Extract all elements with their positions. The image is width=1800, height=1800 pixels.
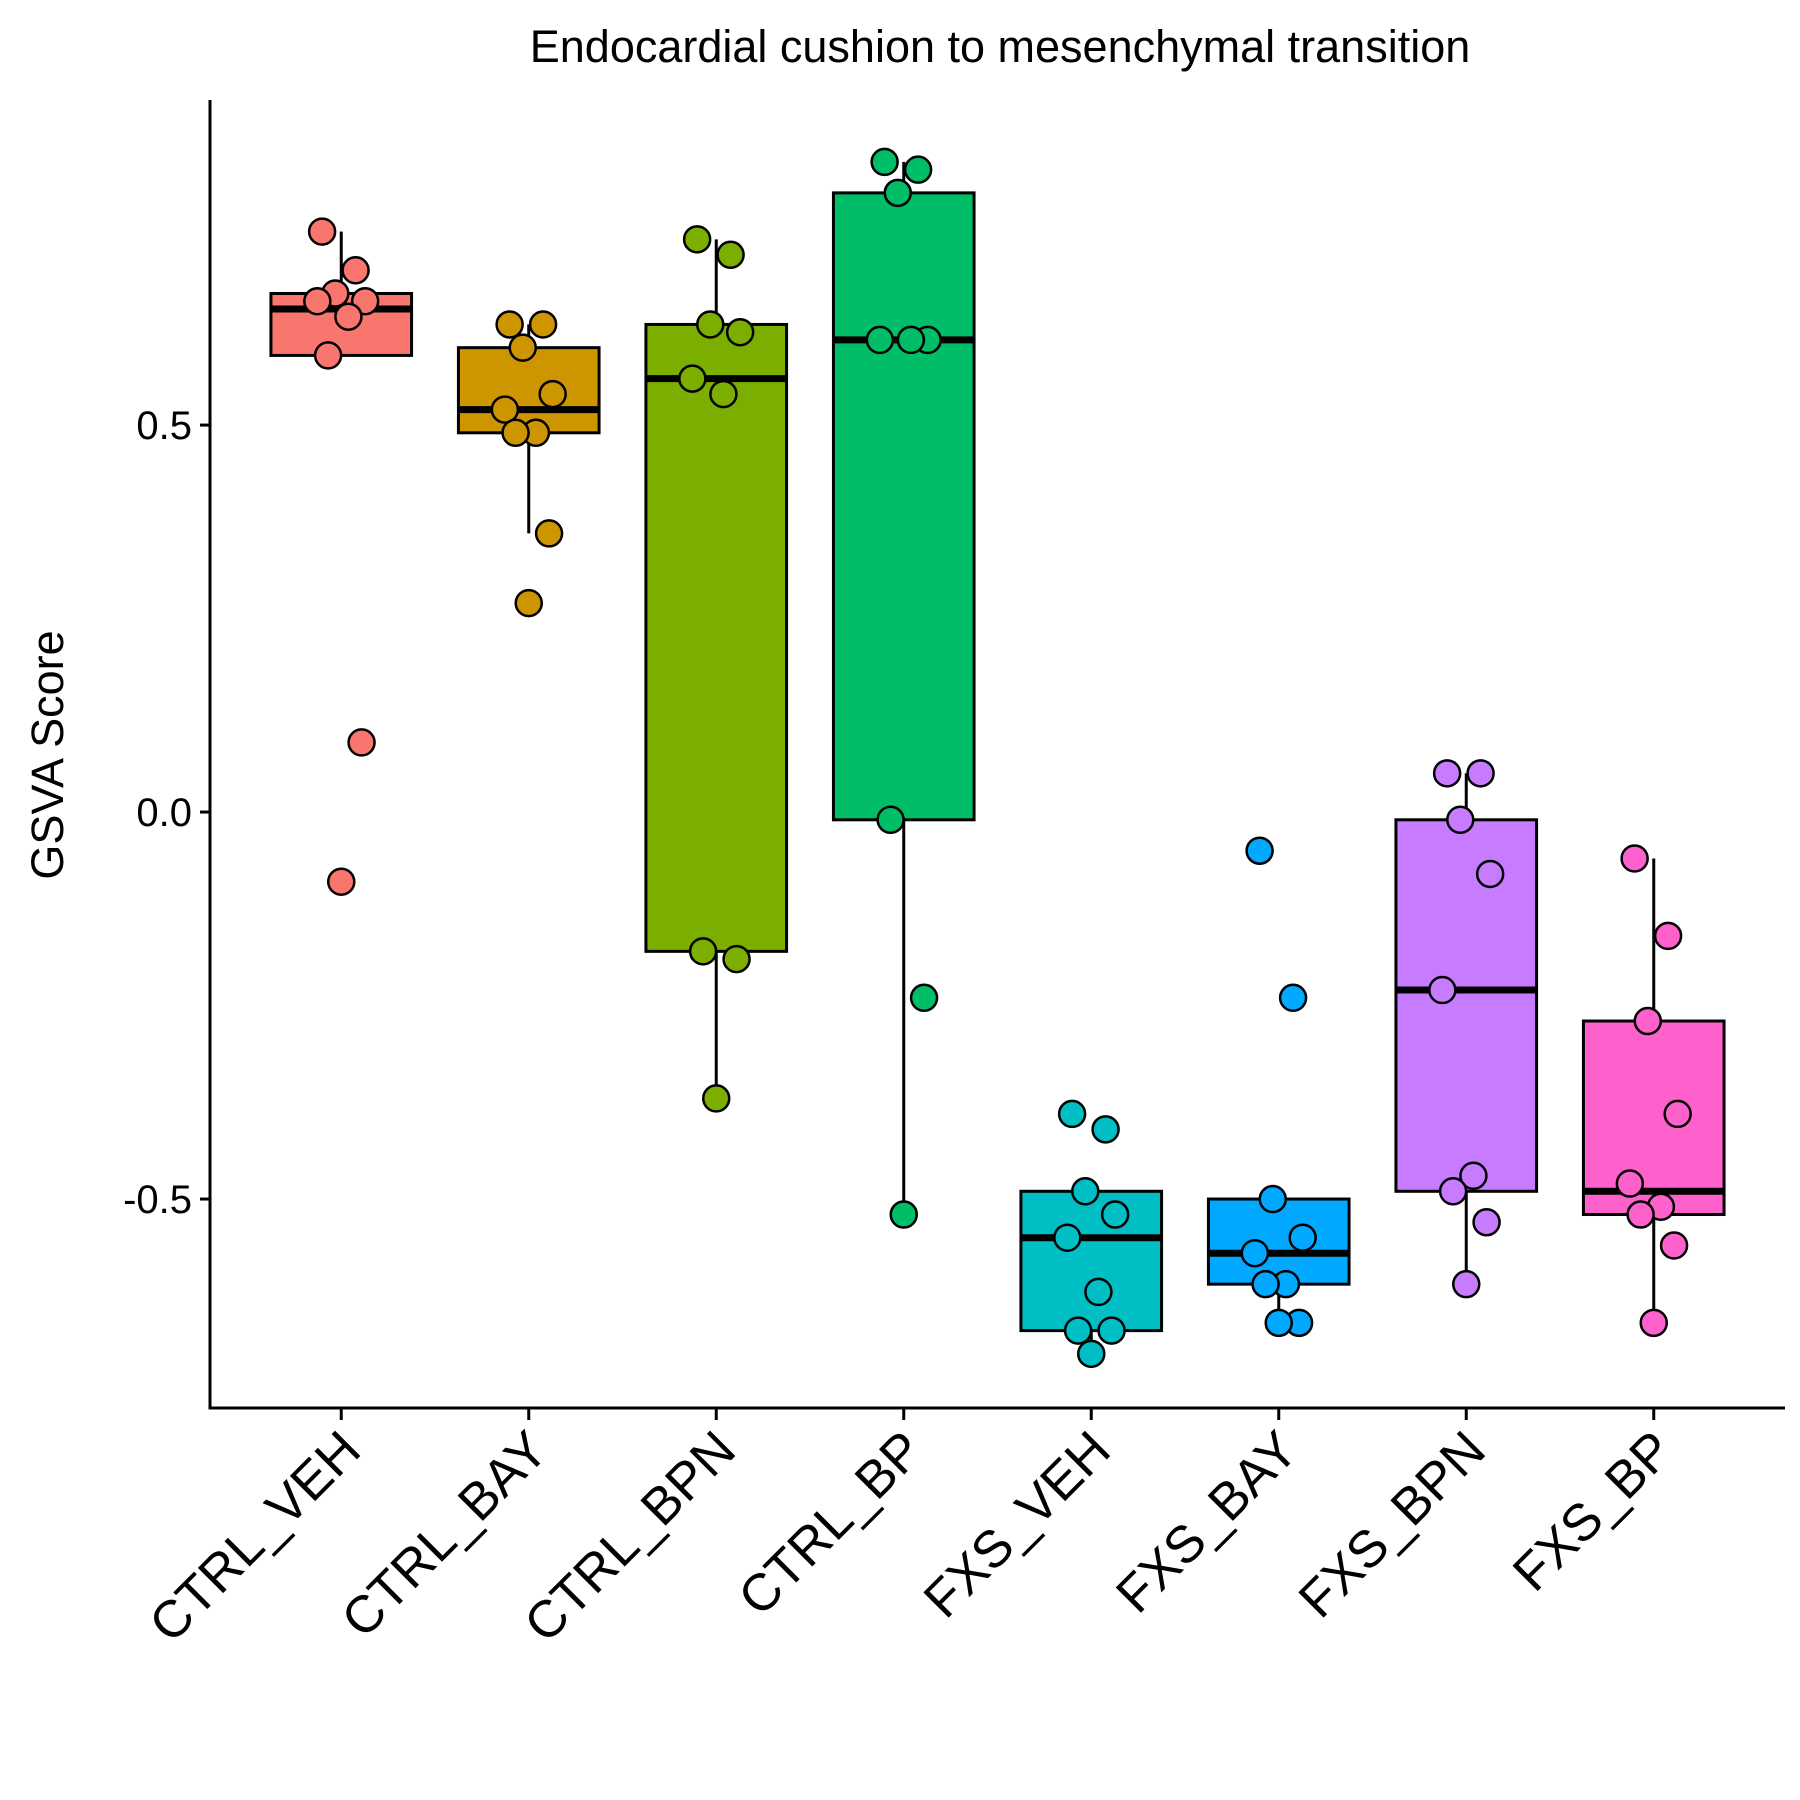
data-point [1053,1223,1082,1252]
data-point [678,364,707,393]
data-point [883,178,913,208]
box-group-ctrl-bp [831,147,976,1229]
data-point [716,240,745,270]
data-point [1077,1339,1106,1369]
box [831,191,976,822]
box-group-fxs-bpn [1394,759,1539,1299]
data-point [725,317,755,347]
data-point [1264,1308,1293,1338]
data-point [709,379,738,409]
box-group-ctrl-bay [456,310,601,618]
data-point [490,395,520,424]
data-point [1245,836,1274,865]
y-axis-title: GSVA Score [22,630,73,879]
data-point [1472,1207,1501,1237]
data-point [1432,759,1462,788]
y-tick-label: -0.5 [123,1178,192,1222]
y-tick-label: 0.5 [136,404,192,448]
data-point [538,379,567,409]
data-point [682,225,712,254]
data-point [303,286,332,316]
box [1581,1019,1726,1217]
box [644,322,789,953]
data-point [688,937,718,966]
data-point [1428,975,1457,1005]
data-point [313,341,343,370]
data-point [1653,921,1683,951]
data-point [327,867,356,896]
data-point [870,147,899,177]
data-point [1459,1161,1488,1191]
data-point [1240,1238,1270,1268]
data-point [1452,1269,1481,1299]
data-point [722,944,751,974]
data-point [1438,1177,1468,1206]
data-point [1100,1200,1130,1229]
data-point [501,418,530,448]
data-point [1626,1200,1655,1229]
box [1206,1197,1351,1286]
data-point [1620,844,1649,873]
data-point [495,310,524,339]
box-group-ctrl-veh [269,217,414,896]
data-point [1288,1223,1317,1252]
y-tick-label: 0.0 [136,791,192,835]
data-point [909,983,939,1013]
x-tick-label: FXS_BP [1502,1420,1684,1602]
data-point [1663,1099,1692,1129]
data-point [1633,1006,1663,1036]
data-point [307,217,337,246]
data-point [514,588,543,618]
data-point [1071,1177,1100,1206]
x-tick-label: CTRL_BP [728,1420,935,1627]
data-point [1063,1316,1093,1345]
box-group-fxs-bp [1581,844,1726,1338]
data-point [341,256,370,285]
data-point [1258,1184,1288,1214]
data-point [1475,859,1505,889]
data-point [889,1200,918,1229]
data-point [1615,1169,1645,1198]
data-point [534,519,564,548]
data-point [347,728,376,757]
data-point [1251,1269,1280,1299]
box-group-fxs-bay [1206,836,1351,1338]
plot-area [269,147,1726,1369]
data-point [865,325,895,355]
data-point [1446,805,1475,835]
data-point [508,333,538,362]
data-point [1466,759,1495,788]
data-point [896,325,926,355]
data-point [702,1084,731,1113]
data-point [528,310,558,339]
data-point [1659,1231,1689,1260]
data-point [1097,1316,1126,1345]
x-tick-label: FXS_VEH [913,1420,1122,1629]
box [1394,818,1539,1193]
x-tick-label: FXS_BAY [1105,1420,1309,1624]
box-group-ctrl-bpn [644,225,789,1113]
y-axis-ticks: 0.5 0.0 -0.5 [123,404,210,1222]
chart-title: Endocardial cushion to mesenchymal trans… [530,21,1471,72]
box [1019,1189,1164,1333]
x-tick-label: FXS_BPN [1288,1420,1497,1629]
box-group-fxs-veh [1019,1099,1164,1369]
data-point [1057,1099,1087,1129]
x-axis-ticks: CTRL_VEHCTRL_BAYCTRL_BPNCTRL_BPFXS_VEHFX… [139,1408,1684,1654]
data-point [903,155,933,184]
data-point [1091,1115,1120,1144]
data-point [696,310,725,339]
data-point [334,302,363,331]
data-point [876,805,905,835]
x-tick-label: CTRL_VEH [139,1420,372,1653]
data-point [1278,983,1308,1013]
data-point [1084,1277,1113,1307]
data-point [1639,1308,1668,1338]
